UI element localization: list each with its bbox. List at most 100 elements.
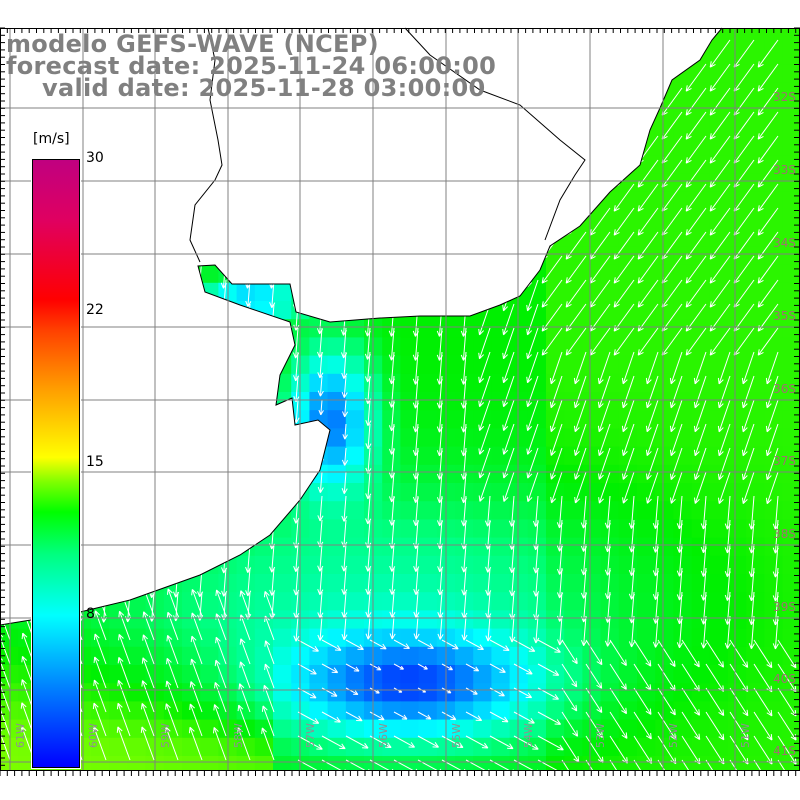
speed-cell — [728, 82, 747, 102]
speed-cell — [491, 82, 511, 102]
speed-cell — [109, 646, 128, 666]
speed-cell — [546, 82, 565, 102]
wind-arrow — [541, 111, 563, 140]
wind-arrow — [437, 543, 444, 573]
speed-cell — [163, 155, 183, 175]
speed-cell — [327, 191, 347, 211]
speed-cell — [455, 28, 474, 47]
speed-cell — [764, 100, 784, 120]
speed-cell — [473, 737, 492, 757]
speed-cell — [400, 646, 420, 666]
speed-cell — [728, 301, 747, 320]
speed-cell — [782, 737, 800, 757]
speed-cell — [637, 574, 656, 593]
speed-cell — [127, 210, 147, 229]
speed-cell — [691, 646, 711, 666]
speed-cell — [109, 483, 128, 502]
speed-cell — [182, 210, 201, 229]
speed-cell — [582, 574, 602, 593]
wind-arrow — [541, 327, 563, 356]
wind-arrow — [389, 543, 396, 572]
speed-cell — [345, 228, 365, 247]
speed-cell — [254, 701, 274, 721]
speed-cell — [564, 628, 583, 648]
speed-cell — [600, 210, 620, 229]
speed-cell — [582, 191, 602, 211]
speed-cell — [273, 191, 292, 211]
wind-arrow — [244, 231, 251, 265]
speed-cell — [18, 82, 37, 102]
speed-cell — [0, 100, 19, 120]
wind-arrow — [609, 759, 629, 770]
speed-cell — [527, 319, 547, 338]
wind-arrow — [244, 351, 251, 385]
speed-cell — [127, 555, 147, 575]
speed-cell — [327, 155, 347, 175]
speed-cell — [564, 592, 583, 611]
speed-cell — [618, 737, 638, 757]
speed-cell — [418, 665, 438, 684]
speed-cell — [382, 173, 401, 193]
speed-cell — [163, 428, 183, 448]
speed-cell — [709, 592, 729, 611]
speed-cell — [618, 392, 638, 411]
wind-arrow — [292, 159, 299, 193]
speed-cell — [673, 592, 693, 611]
speed-cell — [546, 119, 565, 138]
speed-cell — [236, 628, 256, 648]
wind-arrow — [565, 279, 587, 308]
speed-cell — [200, 210, 219, 229]
wind-arrow — [389, 615, 396, 640]
wind-arrow — [220, 375, 227, 409]
speed-cell — [564, 701, 583, 721]
speed-cell — [345, 319, 365, 338]
speed-cell — [200, 137, 219, 156]
speed-cell — [618, 464, 638, 484]
wind-arrow — [293, 471, 300, 498]
speed-cell — [345, 446, 365, 466]
speed-cell — [527, 173, 547, 193]
speed-cell — [91, 392, 110, 411]
wind-arrow — [541, 63, 563, 92]
speed-cell — [0, 155, 19, 175]
speed-cell — [655, 337, 674, 357]
wind-arrow — [561, 639, 578, 665]
speed-cell — [254, 719, 274, 739]
latitude-label: 40S — [773, 672, 796, 686]
speed-cell — [691, 282, 711, 302]
speed-cell — [691, 264, 711, 284]
speed-cell — [637, 228, 656, 247]
speed-cell — [400, 719, 420, 739]
wind-arrow — [693, 375, 707, 409]
wind-arrow — [526, 231, 539, 264]
speed-cell — [91, 537, 110, 557]
speed-cell — [600, 646, 620, 666]
wind-arrow — [237, 727, 251, 761]
wind-arrow — [364, 255, 371, 289]
speed-cell — [782, 210, 800, 229]
speed-cell — [163, 574, 183, 593]
speed-cell — [327, 555, 347, 575]
wind-arrow — [478, 447, 491, 479]
speed-cell — [109, 100, 128, 120]
speed-cell — [782, 592, 800, 611]
speed-cell — [527, 155, 547, 175]
speed-cell — [291, 155, 310, 175]
wind-arrow — [196, 399, 203, 433]
speed-cell — [473, 100, 492, 120]
speed-cell — [236, 719, 256, 739]
speed-cell — [782, 246, 800, 266]
speed-cell — [637, 355, 656, 375]
latitude-label: 41S — [773, 744, 796, 758]
wind-arrow — [148, 231, 155, 265]
speed-cell — [345, 210, 365, 229]
speed-cell — [618, 210, 638, 229]
wind-arrow — [141, 657, 155, 689]
speed-cell — [691, 137, 711, 156]
speed-cell — [637, 610, 656, 630]
wind-arrow — [537, 639, 561, 653]
longitude-label: 51W — [739, 723, 752, 748]
speed-cell — [273, 628, 292, 648]
speed-cell — [546, 683, 565, 702]
wind-arrow — [340, 111, 347, 145]
